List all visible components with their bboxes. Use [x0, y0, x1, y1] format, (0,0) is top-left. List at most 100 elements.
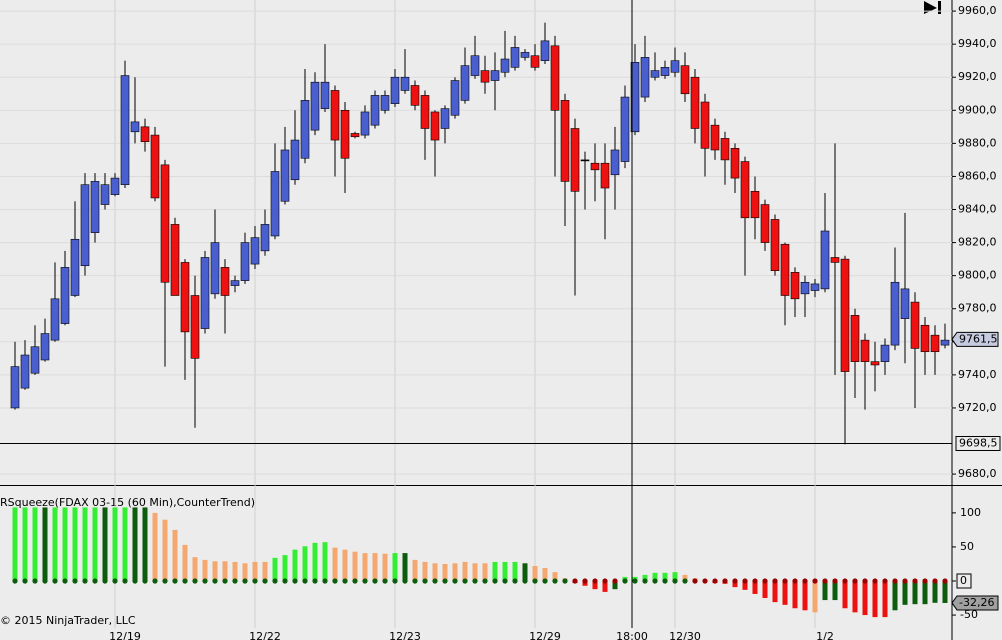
y-tick-label: 9880,0 [958, 136, 997, 149]
candle-body [200, 257, 210, 329]
candle-body [270, 171, 280, 237]
histogram-bar [492, 561, 498, 581]
candle-body [230, 280, 240, 286]
histogram-bar [842, 581, 848, 609]
candle-body [700, 101, 710, 149]
candle-body [570, 128, 580, 192]
histogram-bar [42, 507, 48, 581]
candle-body [380, 95, 390, 111]
candle-body [410, 85, 420, 106]
squeeze-dot [682, 578, 688, 584]
squeeze-dot [282, 578, 288, 584]
candle-body [750, 191, 760, 219]
squeeze-dot [472, 578, 478, 584]
histogram-bar [742, 581, 748, 590]
squeeze-dot [312, 578, 318, 584]
histogram-bar [162, 519, 168, 581]
squeeze-dot [22, 578, 28, 584]
candle-body [900, 288, 910, 319]
candle-body [40, 333, 50, 361]
squeeze-dot [572, 578, 578, 584]
histogram-bar [892, 581, 898, 611]
histogram-bar [652, 572, 658, 581]
histogram-bar [112, 507, 118, 581]
squeeze-dot [542, 578, 548, 584]
y-tick-label: 9860,0 [958, 169, 997, 182]
squeeze-dot [142, 578, 148, 584]
histogram-bar [322, 542, 328, 581]
squeeze-dot [402, 578, 408, 584]
histogram-bar [592, 581, 598, 590]
y-tick-label: 9820,0 [958, 236, 997, 249]
candle-body [360, 111, 370, 136]
squeeze-dot [72, 578, 78, 584]
squeeze-dot [152, 578, 158, 584]
candle-body [240, 242, 250, 281]
candle-body [260, 224, 270, 252]
candle-body [70, 238, 80, 296]
candle-body [430, 111, 440, 141]
candle-body [140, 126, 150, 143]
x-tick-label: 12/19 [109, 630, 141, 640]
candle-body [480, 70, 490, 83]
candle-body [720, 138, 730, 161]
candle-body [730, 148, 740, 179]
histogram-bar [752, 581, 758, 594]
y-tick-label: 9740,0 [958, 368, 997, 381]
candle-body [120, 75, 130, 186]
squeeze-dot [242, 578, 248, 584]
candle-body [660, 67, 670, 76]
histogram-bar [312, 542, 318, 581]
candle-body [790, 272, 800, 300]
last-price-tag [951, 331, 999, 347]
squeeze-dot [832, 578, 838, 584]
candle-body [590, 162, 600, 171]
candle-body [840, 258, 850, 372]
x-tick-label: 12/30 [669, 630, 701, 640]
histogram-bar [802, 581, 808, 611]
histogram-bar [532, 566, 538, 581]
x-tick-label: 1/2 [816, 630, 834, 640]
squeeze-dot [292, 578, 298, 584]
squeeze-dot [692, 578, 698, 584]
squeeze-dot [62, 578, 68, 584]
squeeze-dot [512, 578, 518, 584]
end-bar-icon[interactable] [938, 1, 941, 14]
histogram-bar [452, 563, 458, 581]
squeeze-dot [762, 578, 768, 584]
squeeze-dot [612, 578, 618, 584]
histogram-bar [932, 581, 938, 603]
candle-body [60, 267, 70, 324]
squeeze-dot [672, 578, 678, 584]
y-tick-label: 100 [960, 506, 981, 519]
squeeze-dot [492, 578, 498, 584]
squeeze-dot [172, 578, 178, 584]
candle-body [910, 301, 920, 349]
candle-body [800, 281, 810, 295]
candle-body [880, 344, 890, 362]
squeeze-dot [232, 578, 238, 584]
y-tick-label: 9960,0 [958, 4, 997, 17]
histogram-bar [682, 574, 688, 581]
squeeze-dot [582, 578, 588, 584]
histogram-bar [202, 559, 208, 581]
candle-body [920, 324, 930, 353]
histogram-bar [282, 555, 288, 581]
squeeze-dot [342, 578, 348, 584]
squeeze-dot [922, 578, 928, 584]
candle-body [780, 243, 790, 296]
candle-body [310, 81, 320, 131]
squeeze-dot [162, 578, 168, 584]
squeeze-dot [792, 578, 798, 584]
candle-body [620, 96, 630, 162]
histogram-bar [102, 507, 108, 581]
y-tick-label: 9900,0 [958, 103, 997, 116]
candle-body [510, 47, 520, 68]
histogram-bar [852, 581, 858, 613]
squeeze-dot [942, 578, 948, 584]
candle-body [500, 58, 510, 73]
histogram-bar [372, 553, 378, 581]
squeeze-dot [252, 578, 258, 584]
